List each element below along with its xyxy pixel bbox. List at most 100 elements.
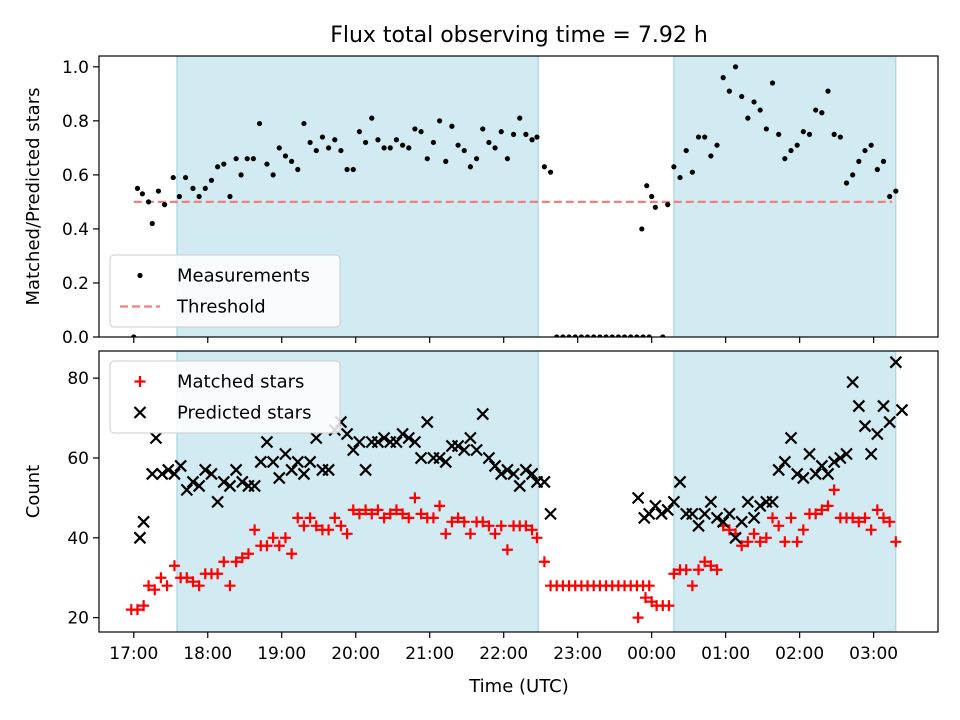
y-tick-label: 60 bbox=[67, 449, 89, 469]
series-matched-stars bbox=[125, 484, 902, 624]
data-point bbox=[236, 475, 249, 489]
data-point bbox=[427, 512, 439, 524]
data-point bbox=[526, 524, 538, 536]
data-point bbox=[399, 142, 406, 148]
data-point bbox=[603, 334, 609, 337]
data-point bbox=[356, 129, 363, 135]
data-point bbox=[732, 64, 739, 70]
observing-window-1 bbox=[673, 351, 897, 632]
data-point bbox=[139, 191, 146, 197]
data-point bbox=[155, 467, 169, 481]
data-point bbox=[403, 512, 415, 524]
legend-label: Matched stars bbox=[177, 372, 304, 393]
x-tick-label: 03:00 bbox=[849, 644, 898, 664]
data-point bbox=[784, 431, 798, 445]
data-point bbox=[464, 528, 476, 540]
data-point bbox=[517, 115, 523, 121]
data-point bbox=[649, 193, 655, 200]
data-point bbox=[489, 528, 501, 540]
data-point bbox=[375, 137, 381, 143]
data-point bbox=[372, 504, 384, 516]
data-point bbox=[433, 451, 446, 465]
chart-title: Flux total observing time = 7.92 h bbox=[330, 23, 708, 48]
data-point bbox=[803, 447, 816, 461]
data-point bbox=[396, 427, 409, 441]
legend: Matched stars Predicted stars bbox=[109, 360, 341, 434]
data-point bbox=[523, 131, 529, 137]
data-point bbox=[560, 334, 566, 337]
legend-label: Predicted stars bbox=[177, 403, 311, 424]
data-point bbox=[322, 463, 335, 477]
data-point bbox=[628, 334, 634, 337]
data-point bbox=[840, 447, 853, 461]
data-point bbox=[819, 110, 825, 116]
data-point bbox=[256, 120, 263, 127]
data-point bbox=[323, 524, 335, 536]
data-point bbox=[729, 531, 742, 545]
data-point bbox=[393, 137, 400, 143]
data-point bbox=[134, 185, 141, 191]
data-point bbox=[133, 531, 147, 545]
data-point bbox=[415, 508, 427, 520]
data-point bbox=[748, 528, 760, 540]
data-point bbox=[584, 334, 591, 337]
data-point bbox=[686, 507, 699, 521]
data-point bbox=[350, 166, 356, 173]
data-point bbox=[131, 334, 137, 337]
y-axis-label: Matched/Predicted stars bbox=[23, 88, 44, 306]
data-point bbox=[663, 600, 675, 612]
data-point bbox=[591, 334, 597, 337]
data-point bbox=[292, 512, 304, 524]
data-point bbox=[402, 431, 416, 445]
data-point bbox=[692, 519, 705, 533]
series-predicted-stars bbox=[133, 355, 909, 545]
data-point bbox=[504, 156, 511, 162]
data-point bbox=[615, 334, 621, 337]
data-point bbox=[821, 467, 835, 481]
y-axis-label: Count bbox=[23, 465, 44, 518]
data-point bbox=[273, 540, 285, 552]
data-point bbox=[621, 334, 628, 337]
data-point bbox=[538, 556, 550, 568]
data-point bbox=[831, 131, 837, 137]
data-point bbox=[211, 495, 224, 509]
data-point bbox=[554, 334, 560, 337]
data-point bbox=[827, 455, 841, 469]
data-point bbox=[443, 158, 449, 164]
data-point bbox=[149, 431, 163, 445]
data-point bbox=[538, 475, 551, 489]
data-point bbox=[227, 193, 233, 200]
data-point bbox=[667, 495, 681, 509]
data-point bbox=[174, 459, 187, 473]
data-point bbox=[895, 403, 909, 417]
data-point bbox=[736, 540, 748, 552]
data-point bbox=[464, 431, 477, 445]
data-point bbox=[371, 435, 385, 449]
data-point bbox=[488, 459, 502, 473]
data-point bbox=[566, 334, 572, 337]
data-point bbox=[338, 147, 344, 154]
data-point bbox=[279, 532, 291, 544]
data-point bbox=[406, 145, 412, 151]
data-point bbox=[689, 169, 695, 175]
data-point bbox=[212, 568, 224, 580]
data-point bbox=[643, 580, 655, 592]
data-point bbox=[519, 463, 533, 477]
data-point bbox=[476, 407, 490, 421]
data-point bbox=[632, 612, 644, 624]
data-point bbox=[864, 447, 878, 461]
data-point bbox=[208, 177, 215, 183]
data-point bbox=[753, 499, 767, 513]
data-point bbox=[501, 544, 513, 556]
data-point bbox=[261, 540, 273, 552]
legend-label: Threshold bbox=[176, 297, 266, 318]
data-point bbox=[186, 475, 200, 489]
data-point bbox=[834, 451, 847, 465]
data-point bbox=[757, 107, 763, 113]
x-tick-label: 19:00 bbox=[257, 644, 306, 664]
data-point bbox=[360, 504, 372, 516]
data-point bbox=[168, 560, 180, 572]
data-point bbox=[149, 220, 155, 227]
x-tick-label: 21:00 bbox=[405, 644, 454, 664]
